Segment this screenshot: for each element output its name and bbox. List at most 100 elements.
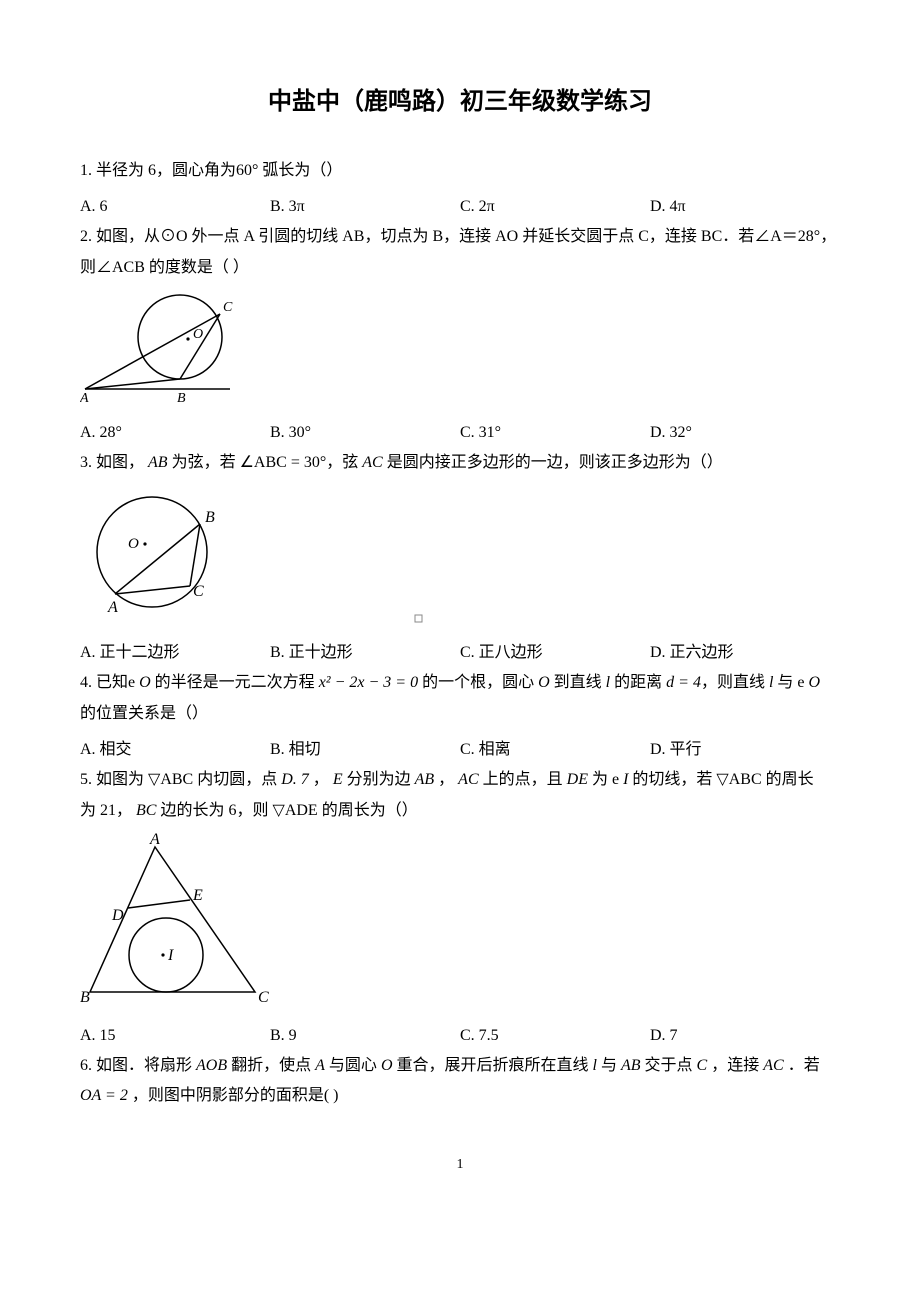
- q4-a: 4. 已知e: [80, 674, 139, 691]
- q5-AB: AB: [415, 771, 435, 788]
- q4-e: 的距离: [610, 674, 666, 691]
- q3-stem-d: 是圆内接正多边形的一边，则该正多边形为（）: [383, 454, 723, 471]
- q6-b: 翻折，使点: [227, 1057, 315, 1074]
- q5-2e: 的周长为（）: [318, 802, 418, 819]
- q3-opt-b: B. 正十边形: [270, 638, 460, 668]
- q6-a: 6. 如图．将扇形: [80, 1057, 196, 1074]
- q2-label-a: A: [80, 391, 89, 404]
- q2-opt-b: B. 30°: [270, 418, 460, 448]
- q5-opt-a: A. 15: [80, 1021, 270, 1051]
- q5-opt-d: D. 7: [650, 1021, 840, 1051]
- q3-options: A. 正十二边形 B. 正十边形 C. 正八边形 D. 正六边形: [80, 638, 840, 668]
- q5-AC: AC: [458, 771, 478, 788]
- q6-arc-ab: AB: [621, 1057, 641, 1074]
- q3-opt-d: D. 正六边形: [650, 638, 840, 668]
- q5-opt-b: B. 9: [270, 1021, 460, 1051]
- q3-opt-a: A. 正十二边形: [80, 638, 270, 668]
- q5-D: D. 7: [281, 771, 309, 788]
- q5-21: 21: [100, 802, 116, 819]
- q2-label-c: C: [223, 300, 233, 315]
- q5-t2: ▽ABC: [716, 771, 761, 788]
- q3-label-o: O: [128, 536, 139, 552]
- q4-o3: O: [809, 674, 821, 691]
- q2-stem2: 则∠ACB 的度数是（ ）: [80, 253, 840, 283]
- q2-label-b: B: [177, 391, 186, 404]
- q6-ac: AC: [763, 1057, 783, 1074]
- q4-f: ，则直线: [701, 674, 769, 691]
- q6-d: 重合，展开后折痕所在直线: [393, 1057, 593, 1074]
- q4-o2: O: [538, 674, 550, 691]
- q5-t3: ▽ADE: [273, 802, 318, 819]
- q3-label-a: A: [107, 599, 118, 616]
- q4-dist: d = 4: [666, 674, 701, 691]
- q4-stem2: 的位置关系是（）: [80, 699, 840, 729]
- q5-options: A. 15 B. 9 C. 7.5 D. 7: [80, 1021, 840, 1051]
- q5-2c: 边的长为: [156, 802, 228, 819]
- q3-label-c: C: [193, 583, 204, 600]
- q6-cpt: C: [697, 1057, 708, 1074]
- q4-g: 与 e: [773, 674, 808, 691]
- q2-label-o: O: [193, 327, 203, 342]
- q5-6: 6: [229, 802, 237, 819]
- q5-a: 5. 如图为: [80, 771, 148, 788]
- q1-stem-a: 1. 半径为 6，圆心角为: [80, 162, 236, 179]
- question-2: 2. 如图，从⊙O 外一点 A 引圆的切线 AB，切点为 B，连接 AO 并延长…: [80, 222, 840, 283]
- q6-2b: ，则图中阴影部分的面积是( ): [128, 1087, 339, 1104]
- q6-opt: O: [381, 1057, 393, 1074]
- q5-2b: ，: [116, 802, 136, 819]
- q6-c: 与圆心: [325, 1057, 381, 1074]
- q5-b: 内切圆，点: [193, 771, 281, 788]
- question-3: 3. 如图， AB 为弦，若 ∠ABC = 30°，弦 AC 是圆内接正多边形的…: [80, 448, 840, 478]
- question-5: 5. 如图为 ▽ABC 内切圆，点 D. 7 ， E 分别为边 AB ， AC …: [80, 765, 840, 826]
- q6-apt: A: [315, 1057, 325, 1074]
- q5-fig-i: I: [167, 947, 174, 964]
- q2-opt-a: A. 28°: [80, 418, 270, 448]
- q6-oa2: OA = 2: [80, 1087, 128, 1104]
- q5-g: 为 e: [588, 771, 623, 788]
- q5-E: E: [333, 771, 343, 788]
- q4-opt-c: C. 相离: [460, 735, 650, 765]
- q4-d: 到直线: [550, 674, 606, 691]
- q3-opt-c: C. 正八边形: [460, 638, 650, 668]
- q1-opt-d: D. 4π: [650, 192, 840, 222]
- q4-opt-b: B. 相切: [270, 735, 460, 765]
- q5-DE: DE: [567, 771, 588, 788]
- question-1: 1. 半径为 6，圆心角为60° 弧长为（）: [80, 156, 840, 186]
- q6-h: ．若: [784, 1057, 820, 1074]
- q5-opt-c: C. 7.5: [460, 1021, 650, 1051]
- q3-angle: ∠ABC = 30°: [240, 454, 327, 471]
- q3-ac: AC: [362, 454, 382, 471]
- q5-fig-b: B: [80, 989, 90, 1006]
- q5-fig-c: C: [258, 989, 269, 1006]
- q1-options: A. 6 B. 3π C. 2π D. 4π: [80, 192, 840, 222]
- q1-opt-b: B. 3π: [270, 192, 460, 222]
- q4-b: 的半径是一元二次方程: [151, 674, 319, 691]
- q4-c: 的一个根，圆心: [418, 674, 538, 691]
- q2-opt-c: C. 31°: [460, 418, 650, 448]
- q5-f: 上的点，且: [479, 771, 567, 788]
- q3-stem-a: 3. 如图，: [80, 454, 148, 471]
- q5-2a: 为: [80, 802, 100, 819]
- page-number: 1: [80, 1152, 840, 1179]
- q6-e: 与: [597, 1057, 621, 1074]
- q3-stem-c: ，弦: [326, 454, 362, 471]
- q3-label-b: B: [205, 509, 215, 526]
- q5-e: ，: [434, 771, 458, 788]
- q2-figure: O A B C: [80, 289, 840, 415]
- q3-figure: O A B C: [80, 484, 840, 636]
- q4-opt-d: D. 平行: [650, 735, 840, 765]
- q2-stem1: 2. 如图，从⊙O 外一点 A 引圆的切线 AB，切点为 B，连接 AO 并延长…: [80, 222, 840, 252]
- question-6: 6. 如图．将扇形 AOB 翻折，使点 A 与圆心 O 重合，展开后折痕所在直线…: [80, 1051, 840, 1112]
- q5-d: 分别为边: [343, 771, 415, 788]
- q5-fig-e: E: [192, 887, 203, 904]
- q5-BC: BC: [136, 802, 156, 819]
- q5-fig-d: D: [111, 907, 124, 924]
- q5-i: 的周长: [762, 771, 814, 788]
- q4-opt-a: A. 相交: [80, 735, 270, 765]
- q5-c: ，: [309, 771, 333, 788]
- q6-g: ，连接: [707, 1057, 763, 1074]
- page-title: 中盐中（鹿鸣路）初三年级数学练习: [80, 80, 840, 126]
- q5-t1: ▽ABC: [148, 771, 193, 788]
- q6-f: 交于点: [641, 1057, 697, 1074]
- question-4: 4. 已知e O 的半径是一元二次方程 x² − 2x − 3 = 0 的一个根…: [80, 668, 840, 729]
